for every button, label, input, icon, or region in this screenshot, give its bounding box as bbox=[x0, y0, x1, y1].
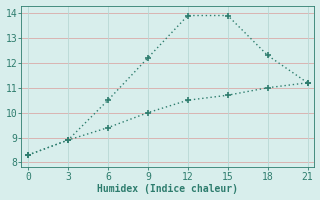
X-axis label: Humidex (Indice chaleur): Humidex (Indice chaleur) bbox=[97, 184, 238, 194]
